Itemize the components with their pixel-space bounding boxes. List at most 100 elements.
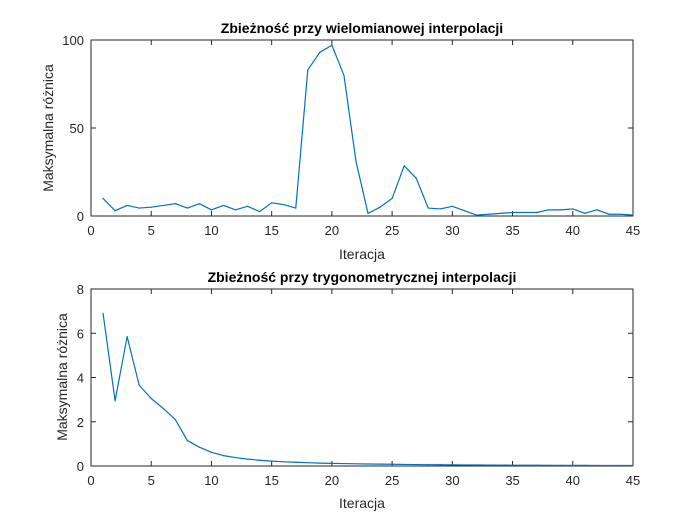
x-tick-label: 35 <box>505 223 519 238</box>
data-point-polynomial <box>608 213 610 215</box>
data-point-trigonometric <box>560 464 562 466</box>
data-point-polynomial <box>367 212 369 214</box>
x-tick-label: 30 <box>445 473 459 488</box>
data-point-trigonometric <box>259 459 261 461</box>
series-points-trigonometric <box>102 312 634 467</box>
data-point-polynomial <box>307 69 309 71</box>
x-ticks-trigonometric: 0 5 10 15 20 25 30 35 40 45 <box>87 289 640 488</box>
data-point-trigonometric <box>102 312 104 314</box>
y-tick-label: 6 <box>77 326 84 341</box>
data-point-trigonometric <box>475 464 478 466</box>
data-point-polynomial <box>391 197 393 199</box>
data-point-polynomial <box>283 203 285 206</box>
trigonometric-interpolation-plot: Zbieżność przy trygonometrycznej interpo… <box>54 269 640 511</box>
data-point-polynomial <box>162 204 164 207</box>
data-point-trigonometric <box>499 464 502 466</box>
data-point-trigonometric <box>403 463 405 466</box>
y-tick-label: 0 <box>77 209 84 224</box>
x-tick-label: 5 <box>148 223 155 238</box>
data-point-polynomial <box>186 207 188 209</box>
data-point-trigonometric <box>524 464 526 466</box>
data-point-trigonometric <box>174 418 176 421</box>
data-point-trigonometric <box>451 464 453 466</box>
data-point-trigonometric <box>355 463 357 465</box>
data-point-polynomial <box>259 211 261 213</box>
data-point-polynomial <box>596 209 598 211</box>
data-point-trigonometric <box>198 446 200 448</box>
x-tick-label: 30 <box>445 223 459 238</box>
data-point-trigonometric <box>487 464 490 466</box>
x-axis-label-polynomial: Iteracja <box>339 246 385 262</box>
data-point-polynomial <box>511 211 514 214</box>
data-point-trigonometric <box>584 464 586 467</box>
data-point-polynomial <box>174 203 176 205</box>
data-point-polynomial <box>439 208 441 210</box>
data-point-polynomial <box>524 211 526 214</box>
data-point-polynomial <box>138 207 140 209</box>
data-point-trigonometric <box>379 463 381 465</box>
data-point-trigonometric <box>295 461 297 463</box>
x-tick-label: 40 <box>566 473 580 488</box>
data-point-trigonometric <box>246 458 249 460</box>
data-point-trigonometric <box>126 335 128 338</box>
data-point-polynomial <box>343 74 345 76</box>
data-point-polynomial <box>319 51 321 53</box>
data-point-trigonometric <box>150 397 152 400</box>
data-point-trigonometric <box>114 400 116 402</box>
data-point-polynomial <box>114 210 116 212</box>
y-tick-label: 0 <box>77 459 84 474</box>
x-tick-label: 0 <box>87 223 94 238</box>
data-point-trigonometric <box>343 462 345 465</box>
data-point-trigonometric <box>572 464 574 466</box>
data-point-trigonometric <box>271 460 273 462</box>
x-tick-label: 40 <box>566 223 580 238</box>
data-point-polynomial <box>150 206 152 208</box>
polynomial-interpolation-plot: Zbieżność przy wielomianowej interpolacj… <box>40 20 640 262</box>
data-point-polynomial <box>584 212 586 214</box>
data-point-trigonometric <box>186 439 188 442</box>
data-point-trigonometric <box>391 463 393 465</box>
x-tick-label: 10 <box>204 223 218 238</box>
data-point-trigonometric <box>234 456 237 459</box>
x-ticks-polynomial: 0 5 10 15 20 25 30 35 40 45 <box>87 40 640 238</box>
data-point-polynomial <box>198 203 200 205</box>
y-tick-label: 4 <box>77 371 84 386</box>
data-point-trigonometric <box>331 462 333 464</box>
data-point-polynomial <box>560 209 562 211</box>
data-point-trigonometric <box>162 407 164 410</box>
data-point-trigonometric <box>307 462 309 464</box>
y-ticks-trigonometric: 0 2 4 6 8 <box>77 282 633 474</box>
plot-area-trigonometric <box>90 288 634 467</box>
chart-title-trigonometric: Zbieżność przy trygonometrycznej interpo… <box>208 269 517 285</box>
y-tick-label: 50 <box>70 121 84 136</box>
x-tick-label: 45 <box>626 473 640 488</box>
data-point-polynomial <box>102 197 104 199</box>
y-axis-label-trigonometric: Maksymalna różnica <box>54 313 70 441</box>
data-point-trigonometric <box>427 464 429 466</box>
x-tick-label: 10 <box>204 473 218 488</box>
y-tick-label: 100 <box>62 33 84 48</box>
data-point-polynomial <box>379 206 381 208</box>
data-point-trigonometric <box>222 455 225 457</box>
data-point-polynomial <box>536 211 538 214</box>
data-point-polynomial <box>548 209 550 211</box>
data-point-trigonometric <box>138 384 140 386</box>
y-ticks-polynomial: 0 50 100 <box>62 33 633 224</box>
data-point-polynomial <box>234 209 237 211</box>
x-tick-label: 20 <box>325 473 339 488</box>
x-tick-label: 35 <box>505 473 519 488</box>
x-tick-label: 20 <box>325 223 339 238</box>
data-point-polynomial <box>331 44 333 46</box>
data-point-trigonometric <box>367 463 369 465</box>
data-point-polynomial <box>487 213 490 215</box>
data-point-polynomial <box>475 214 478 216</box>
data-point-trigonometric <box>210 451 213 453</box>
chart-title-polynomial: Zbieżność przy wielomianowej interpolacj… <box>221 20 503 36</box>
data-point-polynomial <box>246 205 249 207</box>
data-point-polynomial <box>403 165 405 167</box>
data-point-polynomial <box>271 202 273 204</box>
data-point-trigonometric <box>596 464 598 467</box>
data-point-polynomial <box>415 177 417 179</box>
data-point-trigonometric <box>632 464 634 467</box>
